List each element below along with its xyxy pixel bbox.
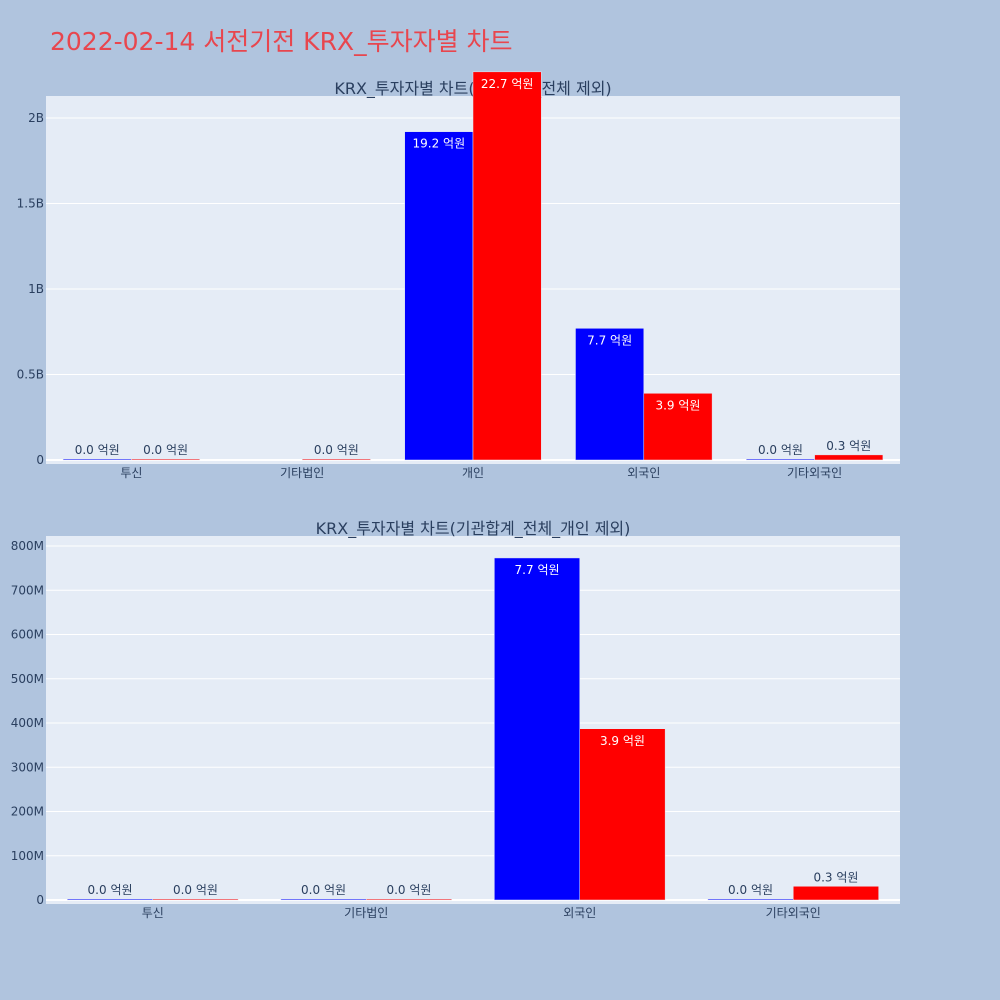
- bar: [67, 898, 153, 901]
- x-tick-label: 기타법인: [280, 466, 324, 480]
- bar: [575, 328, 645, 461]
- y-tick-label: 400M: [11, 716, 44, 730]
- x-tick-label: 개인: [462, 466, 484, 480]
- y-tick-label: 700M: [11, 583, 44, 597]
- bar: [643, 393, 713, 461]
- bar: [152, 898, 239, 901]
- data-label: 0.0 억원: [301, 883, 346, 897]
- bar: [494, 557, 581, 901]
- data-label: 7.7 억원: [515, 563, 560, 577]
- bar: [62, 458, 132, 461]
- data-label: 0.0 억원: [88, 883, 133, 897]
- page-title: 2022-02-14 서전기전 KRX_투자자별 차트: [50, 27, 513, 56]
- y-tick-label: 600M: [11, 628, 44, 642]
- y-tick-label: 1.5B: [17, 197, 44, 211]
- bar: [707, 898, 794, 901]
- data-label: 0.0 억원: [314, 443, 359, 457]
- bar: [793, 886, 879, 901]
- data-label: 0.0 억원: [173, 883, 218, 897]
- y-tick-label: 0: [36, 893, 44, 907]
- bar: [280, 898, 367, 901]
- chart-title: KRX_투자자별 차트(기관합계_전체_개인 제외): [316, 519, 631, 539]
- bar: [131, 458, 200, 461]
- x-tick-label: 기타외국인: [766, 906, 821, 920]
- y-tick-label: 200M: [11, 805, 44, 819]
- bar: [404, 131, 474, 461]
- x-tick-label: 외국인: [627, 466, 660, 480]
- data-label: 0.0 억원: [386, 883, 431, 897]
- data-label: 22.7 억원: [481, 77, 534, 91]
- bar: [301, 458, 371, 461]
- data-label: 0.0 억원: [143, 443, 188, 457]
- bar: [579, 728, 666, 901]
- chart-bottom: 0 100M 200M 300M 400M 500M 600M 700M 800M KRX_투자자…: [11, 519, 900, 920]
- data-label: 3.9 억원: [655, 398, 700, 412]
- x-tick-label: 투신: [120, 466, 142, 480]
- data-label: 3.9 억원: [600, 734, 645, 748]
- y-tick-label: 2B: [28, 111, 44, 125]
- data-label: 0.3 억원: [826, 439, 871, 453]
- data-label: 19.2 억원: [413, 137, 466, 151]
- data-label: 0.0 억원: [758, 443, 803, 457]
- data-label: 0.0 억원: [75, 443, 120, 457]
- y-tick-label: 0: [36, 453, 44, 467]
- x-tick-label: 기타외국인: [787, 466, 842, 480]
- data-label: 7.7 억원: [587, 333, 632, 347]
- y-tick-label: 500M: [11, 672, 44, 686]
- plot-area: [46, 536, 900, 904]
- bar: [814, 454, 884, 461]
- x-tick-label: 투신: [142, 906, 164, 920]
- y-tick-label: 800M: [11, 539, 44, 553]
- data-label: 0.0 억원: [728, 883, 773, 897]
- y-tick-label: 100M: [11, 849, 44, 863]
- bar: [472, 71, 542, 461]
- y-tick-label: 1B: [28, 282, 44, 296]
- y-tick-label: 0.5B: [17, 368, 44, 382]
- x-tick-label: 기타법인: [344, 906, 388, 920]
- data-label: 0.3 억원: [813, 870, 858, 884]
- x-tick-label: 외국인: [563, 906, 596, 920]
- y-tick-label: 300M: [11, 760, 44, 774]
- bar: [746, 458, 815, 461]
- bar: [366, 898, 452, 901]
